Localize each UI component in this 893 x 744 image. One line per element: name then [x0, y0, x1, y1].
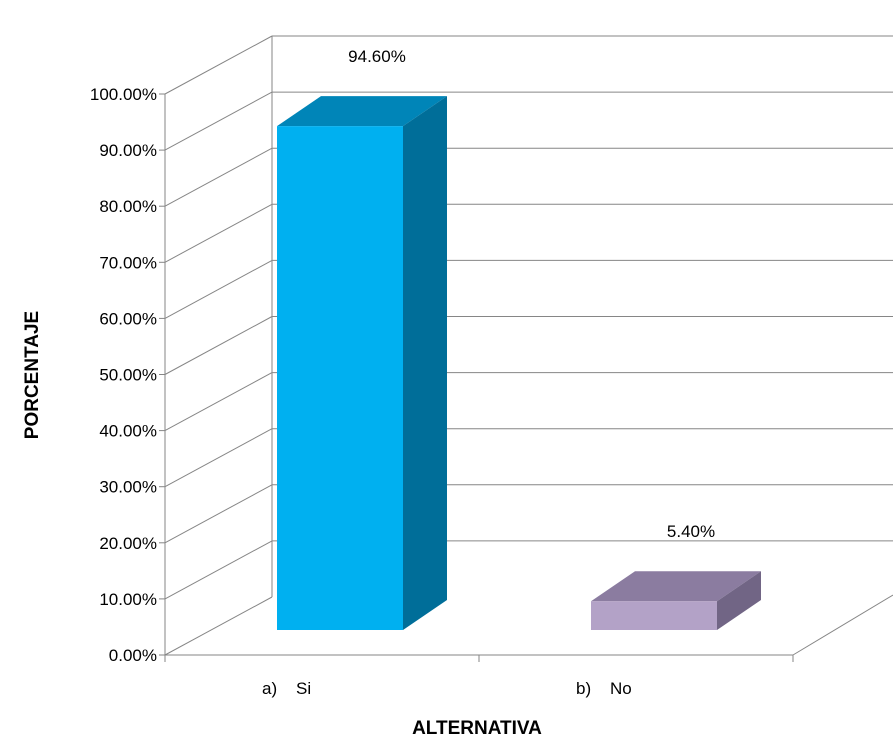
bar-top-face — [591, 571, 761, 602]
floor-left-edge — [164, 596, 273, 656]
chart-walls — [164, 36, 893, 656]
side-gridline — [164, 35, 273, 95]
side-gridline — [164, 259, 273, 319]
data-labels: 94.60% 5.40% — [348, 47, 715, 541]
bar-front-face — [277, 126, 403, 630]
side-gridline — [164, 540, 273, 600]
bar — [277, 96, 447, 630]
y-tick-label: 80.00% — [99, 197, 157, 216]
y-tick-labels: 0.00% 10.00% 20.00% 30.00% 40.00% 50.00% 60.00… — [90, 85, 157, 665]
floor-right-edge — [792, 594, 893, 656]
bar-side-face — [717, 571, 761, 630]
y-tick-label: 90.00% — [99, 141, 157, 160]
side-gridline — [164, 372, 273, 432]
bars — [277, 96, 761, 630]
data-label: 5.40% — [667, 522, 715, 541]
y-tick-label: 60.00% — [99, 309, 157, 328]
side-gridline — [164, 316, 273, 375]
side-gridline — [164, 428, 273, 488]
x-category-label: b) No — [576, 679, 632, 698]
x-axis-title: ALTERNATIVA — [412, 718, 542, 739]
y-tick-label: 20.00% — [99, 534, 157, 553]
y-tick-label: 100.00% — [90, 85, 157, 104]
y-tick-label: 10.00% — [99, 590, 157, 609]
y-tick-label: 50.00% — [99, 366, 157, 385]
y-tick-label: 0.00% — [109, 646, 157, 665]
side-gridline — [164, 484, 273, 544]
y-axis-title: PORCENTAJE — [22, 311, 43, 439]
data-label: 94.60% — [348, 47, 406, 66]
gridlines — [164, 35, 893, 600]
bar-top-face — [277, 96, 447, 127]
bar-side-face — [403, 96, 447, 630]
side-gridline — [164, 203, 273, 263]
x-category-labels: a) Si b) No — [262, 679, 632, 698]
axes — [159, 93, 794, 662]
y-tick-label: 30.00% — [99, 478, 157, 497]
side-gridline — [164, 91, 273, 151]
y-tick-label: 70.00% — [99, 253, 157, 272]
bar — [591, 571, 761, 630]
y-tick-label: 40.00% — [99, 422, 157, 441]
side-gridline — [164, 147, 273, 207]
bar-front-face — [591, 601, 717, 630]
x-category-label: a) Si — [262, 679, 311, 698]
